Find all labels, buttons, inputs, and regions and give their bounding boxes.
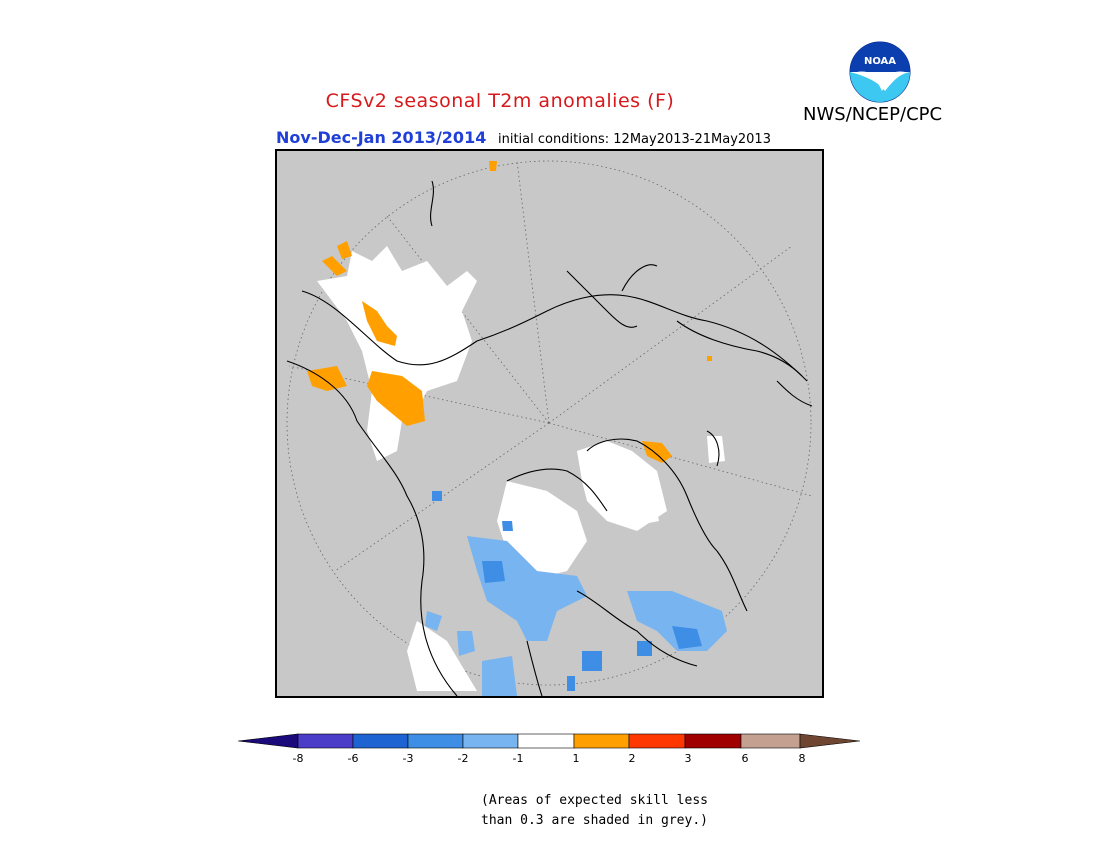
warm-anomaly-regions bbox=[307, 161, 712, 463]
polar-map-svg bbox=[286, 160, 813, 696]
skill-note-line1: (Areas of expected skill less bbox=[481, 793, 708, 808]
anomaly-map bbox=[275, 149, 824, 698]
coastlines bbox=[286, 180, 813, 696]
scale-bin bbox=[407, 733, 464, 749]
initial-conditions: initial conditions: 12May2013-21May2013 bbox=[498, 132, 771, 147]
scale-arrow-high bbox=[799, 733, 861, 749]
scale-bin bbox=[684, 733, 742, 749]
scale-arrow-low bbox=[238, 733, 299, 749]
scale-bin bbox=[573, 733, 630, 749]
scale-tick-label: -3 bbox=[402, 752, 414, 765]
scale-tick-label: -8 bbox=[292, 752, 304, 765]
scale-bin bbox=[352, 733, 409, 749]
scale-bin bbox=[462, 733, 519, 749]
skill-note: (Areas of expected skill less than 0.3 a… bbox=[481, 791, 781, 831]
scale-tick-label: 3 bbox=[684, 752, 692, 765]
cool-anomaly-regions-light bbox=[425, 536, 727, 696]
cool-anomaly-regions-medium bbox=[432, 491, 702, 691]
skill-note-line2: than 0.3 are shaded in grey.) bbox=[481, 813, 708, 828]
scale-tick-label: 2 bbox=[628, 752, 636, 765]
scale-tick-label: -2 bbox=[457, 752, 469, 765]
scale-tick-label: 1 bbox=[572, 752, 580, 765]
logo-text: NOAA bbox=[864, 56, 896, 67]
scale-tick-label: -6 bbox=[347, 752, 359, 765]
noaa-logo: NOAA bbox=[849, 41, 911, 103]
scale-tick-label: 6 bbox=[741, 752, 749, 765]
color-scale-bar bbox=[238, 733, 861, 749]
scale-bin bbox=[628, 733, 686, 749]
scale-bin bbox=[297, 733, 354, 749]
scale-tick-label: 8 bbox=[798, 752, 806, 765]
agency-label: NWS/NCEP/CPC bbox=[803, 104, 943, 125]
near-normal-regions bbox=[317, 246, 725, 691]
scale-bin bbox=[517, 733, 575, 749]
map-title: CFSv2 seasonal T2m anomalies (F) bbox=[325, 90, 675, 112]
forecast-period: Nov-Dec-Jan 2013/2014 bbox=[276, 128, 487, 147]
scale-bin bbox=[740, 733, 801, 749]
scale-tick-label: -1 bbox=[512, 752, 524, 765]
